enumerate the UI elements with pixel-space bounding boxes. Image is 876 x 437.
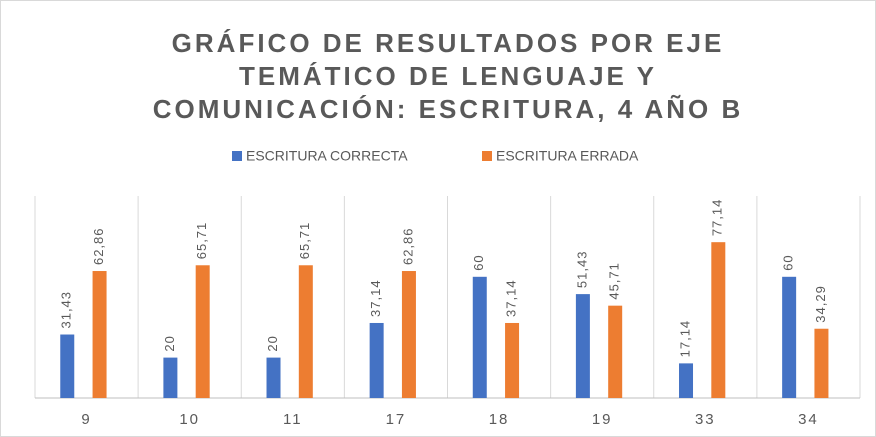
value-label: 37,14 — [504, 279, 519, 317]
bar — [298, 265, 313, 398]
value-label: 31,43 — [59, 291, 74, 329]
x-tick-label: 19 — [592, 411, 613, 428]
bar — [505, 322, 520, 398]
value-label: 51,43 — [574, 251, 589, 289]
value-label: 45,71 — [607, 262, 622, 300]
bar — [608, 305, 623, 398]
value-label: 60 — [471, 254, 486, 270]
value-label: 77,14 — [710, 199, 725, 237]
bar — [195, 265, 210, 398]
bar — [575, 294, 590, 398]
bar — [814, 328, 829, 398]
bar — [266, 357, 281, 398]
value-label: 62,86 — [91, 227, 106, 265]
value-label: 37,14 — [368, 279, 383, 317]
bar — [782, 276, 797, 398]
x-tick-label: 17 — [386, 411, 407, 428]
bar — [369, 322, 384, 398]
bar — [679, 363, 694, 398]
legend-swatch — [232, 151, 242, 161]
chart-title: COMUNICACIÓN: ESCRITURA, 4 AÑO B — [153, 94, 743, 124]
value-label: 34,29 — [813, 285, 828, 323]
value-label: 65,71 — [194, 222, 209, 260]
x-tick-label: 18 — [489, 411, 510, 428]
value-label: 20 — [265, 335, 280, 351]
x-tick-label: 10 — [179, 411, 200, 428]
bar — [401, 271, 416, 398]
x-tick-label: 9 — [81, 411, 91, 428]
legend-label: ESCRITURA CORRECTA — [246, 148, 408, 164]
bar — [711, 242, 726, 398]
legend-label: ESCRITURA ERRADA — [496, 148, 639, 164]
chart-title: GRÁFICO DE RESULTADOS POR EJE — [172, 28, 725, 58]
bar — [92, 271, 107, 398]
bar — [60, 334, 75, 398]
value-label: 17,14 — [677, 320, 692, 358]
bar — [163, 357, 178, 398]
value-label: 62,86 — [400, 227, 415, 265]
x-tick-label: 11 — [283, 411, 303, 428]
legend-swatch — [482, 151, 492, 161]
value-label: 20 — [162, 335, 177, 351]
x-tick-label: 33 — [695, 411, 716, 428]
chart-title: TEMÁTICO DE LENGUAJE Y — [239, 61, 657, 91]
value-label: 60 — [781, 254, 796, 270]
value-label: 65,71 — [297, 222, 312, 260]
x-tick-label: 34 — [798, 411, 819, 428]
bar — [472, 276, 487, 398]
